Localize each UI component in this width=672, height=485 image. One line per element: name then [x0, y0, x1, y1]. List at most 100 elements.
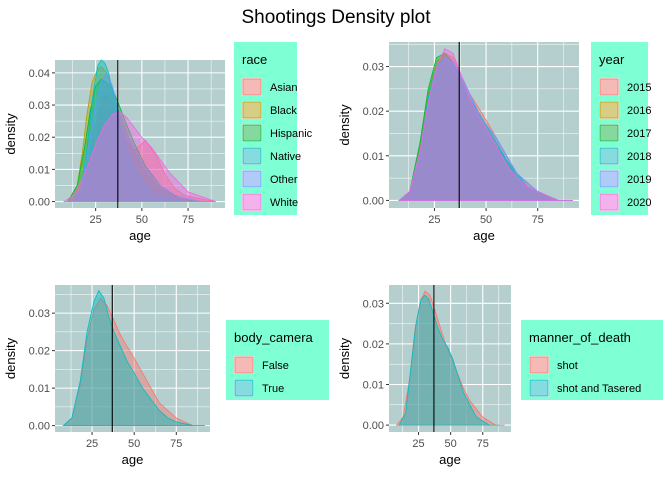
legend-key-background — [242, 78, 262, 96]
density-area-shot-and-tasered — [398, 294, 500, 426]
legend-key-background — [529, 379, 549, 397]
legend-entry-label: Asian — [270, 82, 298, 94]
legend-key-swatch — [599, 101, 619, 119]
legend-title: body_camera — [234, 330, 314, 345]
legend-entry-label: False — [262, 360, 289, 372]
x-tick-label: 50 — [128, 438, 140, 450]
legend-key-background — [242, 193, 262, 211]
legend-entry-label: shot and Tasered — [557, 383, 641, 395]
legend-key-swatch — [242, 193, 262, 211]
y-tick-label: 0.03 — [29, 308, 50, 320]
panel-background — [55, 285, 210, 432]
y-tick-label: 0.02 — [363, 339, 384, 351]
legend-entry-label: shot — [557, 360, 578, 372]
y-tick-label: 0.03 — [363, 62, 384, 74]
y-tick-label: 0.03 — [29, 100, 50, 112]
legend-key-background — [599, 101, 619, 119]
x-axis-label: age — [439, 452, 461, 467]
legend-key-swatch — [529, 379, 549, 397]
legend-entry-label: 2018 — [627, 151, 651, 163]
legend-key-swatch — [242, 124, 262, 142]
x-axis-label: age — [122, 452, 144, 467]
y-tick-label: 0.00 — [363, 195, 384, 207]
legend-title: year — [599, 52, 625, 67]
legend-entry-label: Native — [270, 151, 301, 163]
density-area-other — [70, 72, 202, 202]
legend-title: race — [242, 52, 267, 67]
panel-background — [389, 285, 511, 432]
y-tick-label: 0.04 — [29, 68, 50, 80]
legend-year: year 2015 2016 2017 2018 2019 2020 — [591, 42, 651, 215]
y-tick-label: 0.00 — [29, 421, 50, 433]
legend-body_camera: body_camera False True — [226, 320, 329, 400]
y-tick-label: 0.02 — [363, 106, 384, 118]
y-tick-label: 0.01 — [29, 164, 50, 176]
y-tick-label: 0.01 — [29, 383, 50, 395]
legend-key-swatch — [599, 147, 619, 165]
x-tick-label: 50 — [136, 214, 148, 226]
legend-entry-label: Black — [270, 105, 297, 117]
panel-body_camera: 25 50 75 0.00 0.01 0.02 0.03 age density body_cam… — [3, 285, 329, 467]
x-tick-label: 25 — [412, 438, 424, 450]
density-area-native — [70, 59, 183, 202]
legend-entry-label: 2019 — [627, 174, 651, 186]
legend-entry-label: 2015 — [627, 82, 651, 94]
panel-year: 25 50 75 0.00 0.01 0.02 0.03 age density year 2015… — [337, 42, 651, 243]
x-tick-label: 75 — [532, 214, 544, 226]
legend-key-background — [599, 124, 619, 142]
y-axis-label: density — [337, 337, 352, 379]
legend-entry-label: Other — [270, 174, 298, 186]
legend-key-background — [599, 193, 619, 211]
panels: 25 50 75 0.00 0.01 0.02 0.03 0.04 age density race… — [3, 42, 663, 467]
legend-entry-label: White — [270, 197, 298, 209]
x-tick-label: 50 — [480, 214, 492, 226]
y-axis-label: density — [3, 337, 18, 379]
legend-key-swatch — [234, 356, 254, 374]
x-axis-label: age — [129, 228, 151, 243]
panel-race: 25 50 75 0.00 0.01 0.02 0.03 0.04 age density race… — [3, 42, 313, 243]
y-tick-label: 0.02 — [29, 132, 50, 144]
x-tick-label: 75 — [170, 438, 182, 450]
density-area-2020 — [398, 48, 573, 201]
x-tick-label: 25 — [90, 214, 102, 226]
legend-race: race Asian Black Hispanic Native Other White — [234, 42, 313, 215]
x-tick-label: 50 — [445, 438, 457, 450]
y-axis-label: density — [3, 113, 18, 155]
legend-entry-label: 2017 — [627, 128, 651, 140]
legend-key-swatch — [242, 78, 262, 96]
density-area-true — [62, 289, 205, 426]
legend-key-background — [234, 356, 254, 374]
y-tick-label: 0.00 — [29, 197, 50, 209]
legend-key-background — [599, 170, 619, 188]
legend-key-swatch — [242, 147, 262, 165]
legend-key-background — [529, 356, 549, 374]
legend-key-swatch — [599, 124, 619, 142]
legend-key-swatch — [242, 101, 262, 119]
y-tick-label: 0.01 — [363, 151, 384, 163]
legend-entry-label: 2016 — [627, 105, 651, 117]
x-axis-label: age — [473, 228, 495, 243]
legend-key-swatch — [242, 170, 262, 188]
y-tick-label: 0.03 — [363, 298, 384, 310]
y-tick-label: 0.00 — [363, 420, 384, 432]
legend-key-swatch — [599, 193, 619, 211]
legend-entry-label: True — [262, 383, 284, 395]
x-tick-label: 25 — [86, 438, 98, 450]
legend-key-swatch — [234, 379, 254, 397]
panel-manner_of_death: 25 50 75 0.00 0.01 0.02 0.03 age density manner_o… — [337, 285, 663, 467]
y-tick-label: 0.01 — [363, 379, 384, 391]
legend-entry-label: Hispanic — [270, 128, 313, 140]
legend-key-background — [234, 379, 254, 397]
legend-key-swatch — [599, 170, 619, 188]
y-axis-label: density — [337, 104, 352, 146]
legend-entry-label: 2020 — [627, 197, 651, 209]
legend-key-background — [242, 101, 262, 119]
legend-key-background — [599, 78, 619, 96]
legend-title: manner_of_death — [529, 330, 631, 345]
legend-key-swatch — [599, 78, 619, 96]
legend-key-swatch — [529, 356, 549, 374]
legend-key-background — [242, 124, 262, 142]
x-tick-label: 75 — [477, 438, 489, 450]
